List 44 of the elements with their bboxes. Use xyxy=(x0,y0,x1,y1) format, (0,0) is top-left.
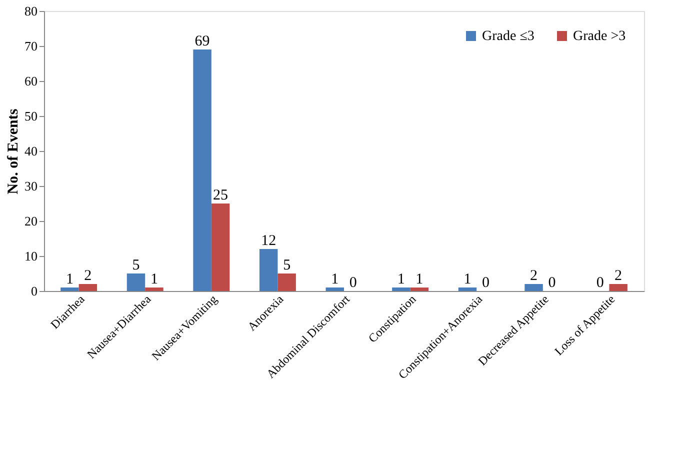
bar xyxy=(60,288,79,291)
data-label: 12 xyxy=(261,233,276,249)
bar xyxy=(410,288,429,291)
data-label: 1 xyxy=(66,272,74,288)
bar xyxy=(126,274,146,291)
data-label: 0 xyxy=(482,275,490,291)
data-label: 2 xyxy=(614,268,622,284)
y-axis-title: No. of Events xyxy=(6,108,22,194)
data-label: 1 xyxy=(416,272,424,288)
data-label: 2 xyxy=(84,268,92,284)
y-tick-label: 30 xyxy=(24,178,38,194)
data-label: 1 xyxy=(397,272,405,288)
bar xyxy=(609,284,628,291)
data-label: 5 xyxy=(132,258,140,274)
y-tick-label: 80 xyxy=(24,4,38,18)
bar xyxy=(211,204,230,291)
y-tick-label: 40 xyxy=(24,144,38,158)
bar xyxy=(458,288,477,291)
bar xyxy=(259,249,278,291)
y-tick-label: 0 xyxy=(31,284,38,298)
data-label: 1 xyxy=(331,272,339,288)
bar xyxy=(193,50,212,291)
data-label: 0 xyxy=(349,275,357,291)
data-label: 0 xyxy=(548,275,556,291)
bar xyxy=(326,288,344,291)
data-label: 0 xyxy=(596,275,604,291)
bar xyxy=(145,288,164,291)
data-label: 2 xyxy=(530,268,538,284)
data-label: 1 xyxy=(150,272,158,288)
bar xyxy=(392,288,410,291)
bar xyxy=(278,274,296,291)
y-tick-label: 70 xyxy=(24,38,38,54)
bar xyxy=(78,284,98,291)
legend-label: Grade >3 xyxy=(573,29,626,44)
data-label: 25 xyxy=(213,188,228,204)
data-label: 1 xyxy=(464,272,472,288)
bar xyxy=(524,284,543,291)
y-tick-label: 50 xyxy=(24,108,38,124)
data-label: 5 xyxy=(283,258,291,274)
y-tick-label: 60 xyxy=(24,74,38,88)
legend-label: Grade ≤3 xyxy=(482,29,534,44)
data-label: 69 xyxy=(194,34,210,50)
y-tick-label: 10 xyxy=(24,248,38,264)
y-tick-label: 20 xyxy=(24,214,38,228)
